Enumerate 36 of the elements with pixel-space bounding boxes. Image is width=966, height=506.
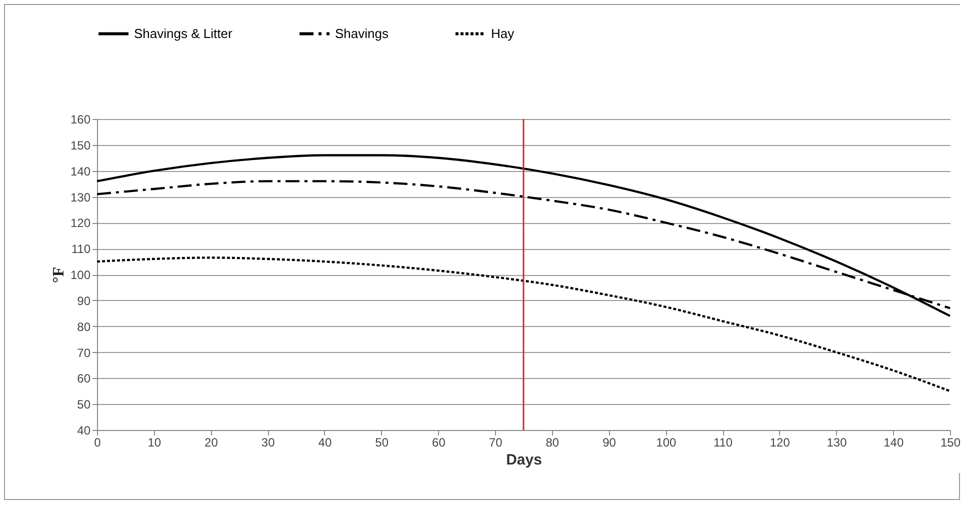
legend-label: Shavings <box>335 26 389 41</box>
y-tick-label: 100 <box>70 268 91 282</box>
y-tick-label: 70 <box>77 346 91 360</box>
x-tick-label: 120 <box>770 436 790 450</box>
line-series <box>96 154 952 318</box>
x-tick-label: 30 <box>261 436 276 450</box>
x-tick-label: 150 <box>940 436 961 450</box>
x-tick-label: 40 <box>318 436 332 450</box>
y-tick-label: 40 <box>77 424 91 438</box>
x-tick-label: 50 <box>375 436 389 450</box>
y-tick-label: 160 <box>70 112 91 126</box>
y-tick-label: 110 <box>71 242 91 256</box>
x-axis-title: Days <box>506 452 542 468</box>
y-tick-label: 50 <box>77 398 91 412</box>
x-tick-label: 80 <box>546 436 560 450</box>
x-tick-label: 100 <box>656 436 676 450</box>
y-axis-title: °F <box>50 266 68 284</box>
y-tick-label: 90 <box>77 294 91 308</box>
x-tick-label: 90 <box>602 436 616 450</box>
x-tick-label: 0 <box>94 436 102 450</box>
x-tick-label: 10 <box>148 436 162 450</box>
x-tick-label: 110 <box>713 436 733 450</box>
y-tick-label: 140 <box>70 164 91 178</box>
y-tick-label: 80 <box>77 320 91 334</box>
y-tick-label: 130 <box>70 190 91 204</box>
x-tick-label: 20 <box>204 436 218 450</box>
x-tick-label: 130 <box>826 436 848 450</box>
y-tick-label: 120 <box>70 216 91 230</box>
x-tick-label: 60 <box>432 436 446 450</box>
x-tick-label: 70 <box>488 436 503 450</box>
y-tick-label: 60 <box>77 372 91 386</box>
x-tick-label: 140 <box>884 436 904 450</box>
legend-label: Hay <box>491 26 515 41</box>
legend-label: Shavings & Litter <box>134 26 233 41</box>
y-tick-label: 150 <box>70 138 91 152</box>
line-series <box>96 256 952 392</box>
